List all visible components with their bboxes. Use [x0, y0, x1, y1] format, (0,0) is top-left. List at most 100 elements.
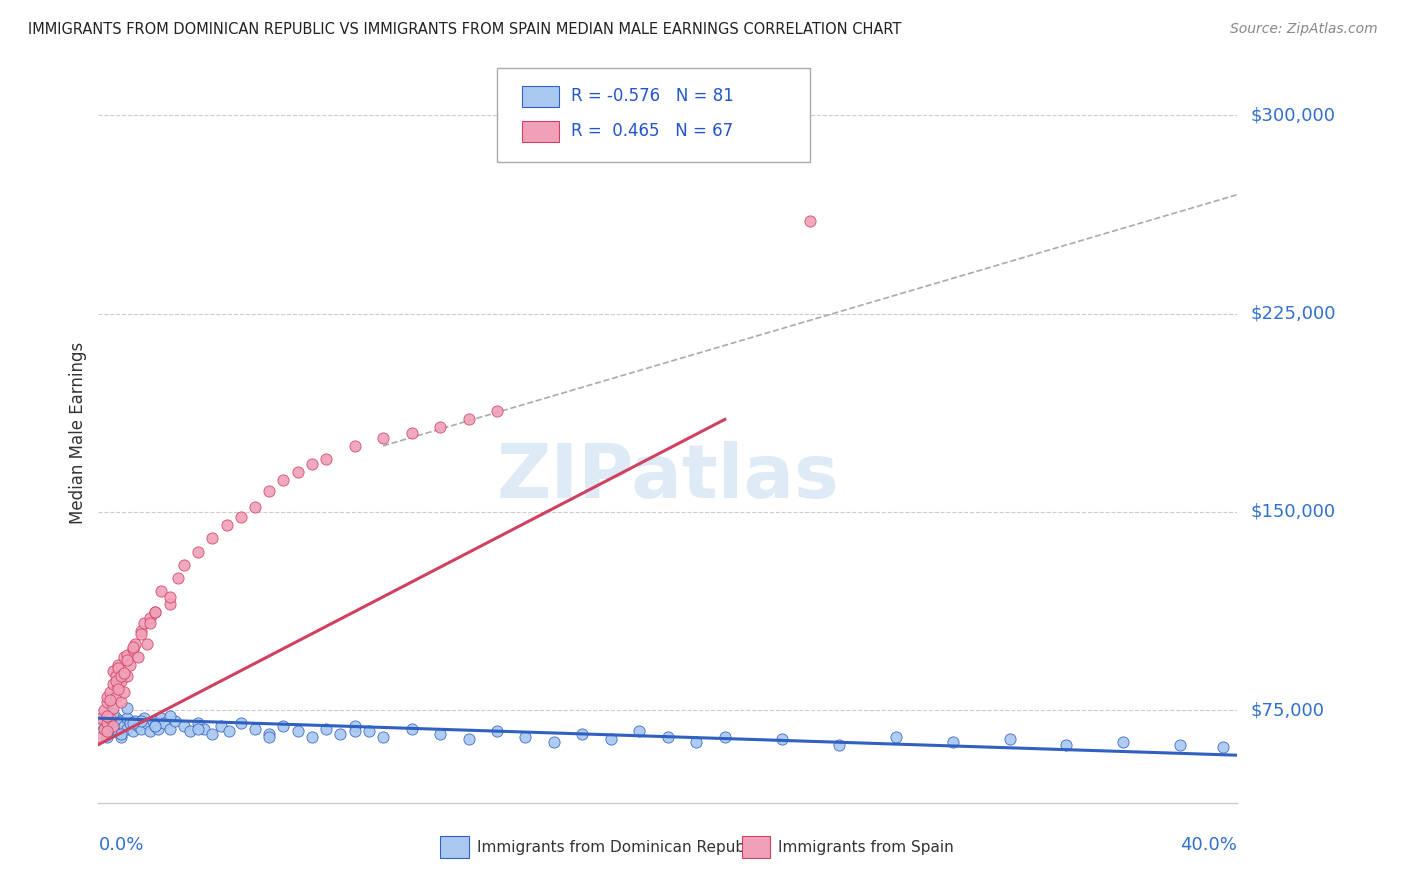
- Bar: [522, 87, 558, 107]
- Point: [187, 722, 209, 736]
- Point: [110, 669, 132, 683]
- Point: [96, 724, 118, 739]
- Point: [98, 711, 121, 725]
- Point: [373, 730, 395, 744]
- Text: Source: ZipAtlas.com: Source: ZipAtlas.com: [1230, 22, 1378, 37]
- Point: [138, 724, 160, 739]
- Point: [101, 719, 124, 733]
- Point: [229, 716, 252, 731]
- Text: 0.0%: 0.0%: [98, 836, 143, 855]
- Point: [112, 666, 135, 681]
- Point: [115, 648, 138, 662]
- Point: [129, 624, 152, 638]
- Point: [148, 722, 170, 736]
- Point: [121, 640, 143, 654]
- Point: [193, 722, 215, 736]
- Point: [401, 425, 423, 440]
- Point: [96, 711, 118, 725]
- Point: [107, 716, 129, 731]
- Point: [145, 719, 167, 733]
- Point: [229, 510, 252, 524]
- Point: [93, 722, 115, 736]
- Point: [373, 431, 395, 445]
- Point: [98, 706, 121, 720]
- Point: [90, 730, 112, 744]
- Point: [159, 708, 181, 723]
- Text: Immigrants from Dominican Republic: Immigrants from Dominican Republic: [477, 839, 762, 855]
- Point: [118, 658, 141, 673]
- Point: [101, 677, 124, 691]
- Text: R = -0.576   N = 81: R = -0.576 N = 81: [571, 87, 734, 105]
- Point: [96, 695, 118, 709]
- Point: [571, 727, 593, 741]
- Text: IMMIGRANTS FROM DOMINICAN REPUBLIC VS IMMIGRANTS FROM SPAIN MEDIAN MALE EARNINGS: IMMIGRANTS FROM DOMINICAN REPUBLIC VS IM…: [28, 22, 901, 37]
- Point: [685, 735, 707, 749]
- Point: [600, 732, 623, 747]
- Point: [127, 650, 149, 665]
- Point: [129, 714, 152, 728]
- Point: [201, 532, 224, 546]
- Point: [98, 714, 121, 728]
- Point: [110, 714, 132, 728]
- Point: [145, 719, 167, 733]
- Point: [135, 716, 157, 731]
- Point: [259, 483, 281, 498]
- Point: [96, 690, 118, 704]
- Point: [215, 518, 238, 533]
- Point: [115, 722, 138, 736]
- Point: [121, 642, 143, 657]
- Point: [101, 664, 124, 678]
- Point: [115, 669, 138, 683]
- Point: [93, 703, 115, 717]
- Point: [429, 420, 451, 434]
- Point: [90, 711, 112, 725]
- Point: [110, 727, 132, 741]
- Point: [243, 500, 266, 514]
- Point: [243, 722, 266, 736]
- Point: [145, 606, 167, 620]
- Point: [799, 214, 821, 228]
- Point: [1112, 735, 1135, 749]
- Point: [129, 722, 152, 736]
- Point: [115, 700, 138, 714]
- Bar: [522, 121, 558, 142]
- Point: [167, 571, 190, 585]
- Point: [1170, 738, 1192, 752]
- Point: [457, 732, 479, 747]
- Point: [218, 724, 240, 739]
- Point: [173, 719, 195, 733]
- Point: [96, 730, 118, 744]
- Y-axis label: Median Male Earnings: Median Male Earnings: [69, 342, 87, 524]
- Point: [301, 730, 323, 744]
- Point: [884, 730, 907, 744]
- Point: [112, 650, 135, 665]
- Point: [343, 439, 366, 453]
- Point: [287, 724, 309, 739]
- Point: [121, 716, 143, 731]
- Point: [150, 584, 173, 599]
- Point: [96, 708, 118, 723]
- Point: [273, 473, 295, 487]
- Point: [942, 735, 965, 749]
- Point: [628, 724, 651, 739]
- Point: [209, 719, 232, 733]
- Point: [96, 716, 118, 731]
- Point: [101, 719, 124, 733]
- Point: [101, 708, 124, 723]
- Point: [104, 690, 127, 704]
- Point: [457, 412, 479, 426]
- Point: [124, 637, 146, 651]
- Point: [401, 722, 423, 736]
- Point: [118, 716, 141, 731]
- Point: [138, 615, 160, 630]
- Point: [657, 730, 679, 744]
- Text: Immigrants from Spain: Immigrants from Spain: [779, 839, 955, 855]
- Point: [173, 558, 195, 572]
- Point: [110, 674, 132, 689]
- Point: [429, 727, 451, 741]
- Point: [141, 714, 163, 728]
- Point: [115, 711, 138, 725]
- Point: [343, 724, 366, 739]
- Point: [127, 719, 149, 733]
- Point: [115, 653, 138, 667]
